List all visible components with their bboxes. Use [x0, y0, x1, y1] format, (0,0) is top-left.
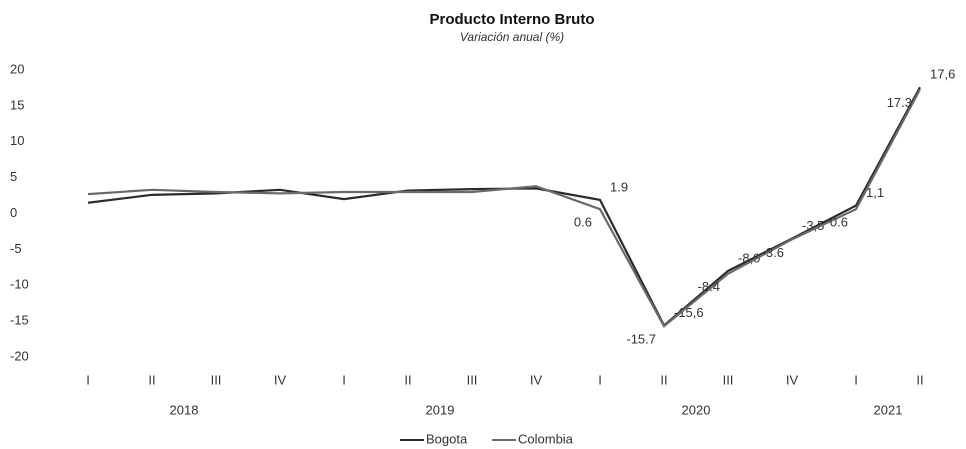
data-label: 17.3 [887, 95, 912, 110]
legend-label: Colombia [518, 431, 574, 446]
data-label: -15.7 [626, 332, 656, 347]
year-label: 2021 [874, 402, 903, 417]
x-tick-label: I [86, 372, 90, 387]
chart-subtitle: Variación anual (%) [460, 30, 564, 44]
x-tick-label: I [342, 372, 346, 387]
x-tick-label: I [854, 372, 858, 387]
year-label: 2019 [426, 402, 455, 417]
y-tick-label: -10 [10, 277, 29, 292]
data-label: -8.4 [698, 279, 720, 294]
y-tick-label: 0 [10, 205, 17, 220]
x-tick-label: IV [786, 372, 799, 387]
y-tick-label: 15 [10, 97, 24, 112]
x-tick-label: II [404, 372, 411, 387]
data-label: 17,6 [930, 67, 955, 82]
x-tick-label: III [723, 372, 734, 387]
data-label: -3,5 [802, 218, 824, 233]
data-label: 0.6 [830, 215, 848, 230]
data-label: -3.6 [762, 245, 784, 260]
data-label: 0.6 [574, 215, 592, 230]
legend-label: Bogota [426, 431, 468, 446]
series-line [87, 86, 921, 328]
x-tick-label: IV [530, 372, 543, 387]
x-tick-label: III [211, 372, 222, 387]
data-label: 1.9 [610, 179, 628, 194]
chart-title: Producto Interno Bruto [430, 11, 595, 28]
y-tick-label: -15 [10, 313, 29, 328]
x-tick-label: II [148, 372, 155, 387]
x-tick-label: II [916, 372, 923, 387]
y-tick-label: -20 [10, 348, 29, 363]
y-tick-label: 10 [10, 133, 24, 148]
data-label: -8,0 [738, 250, 760, 265]
x-tick-label: IV [274, 372, 287, 387]
x-tick-label: III [467, 372, 478, 387]
x-tick-label: I [598, 372, 602, 387]
y-tick-label: 20 [10, 61, 24, 76]
year-label: 2018 [170, 402, 199, 417]
y-tick-label: 5 [10, 169, 17, 184]
series-line [87, 88, 921, 328]
x-tick-label: II [660, 372, 667, 387]
data-label: -15,6 [674, 305, 704, 320]
data-label: 1,1 [866, 185, 884, 200]
y-tick-label: -5 [10, 241, 22, 256]
year-label: 2020 [682, 402, 711, 417]
